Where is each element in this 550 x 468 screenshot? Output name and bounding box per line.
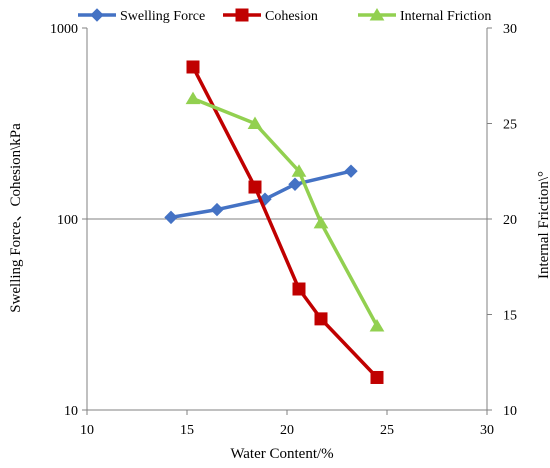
x-tick-label: 15 xyxy=(180,423,194,438)
y2-tick-label: 15 xyxy=(503,309,517,324)
x-tick-label: 20 xyxy=(280,423,294,438)
y2-tick-label: 25 xyxy=(503,118,517,133)
y-axis-title: Swelling Force、Cohesion\kPa xyxy=(8,123,24,313)
legend-label: Internal Friction xyxy=(400,9,491,24)
cohesion-point xyxy=(248,180,262,194)
x-axis-ticks: 10 15 20 25 30 xyxy=(80,410,494,438)
series-internal-friction xyxy=(185,91,385,332)
cohesion-line xyxy=(191,66,379,379)
swelling-force-point xyxy=(210,202,224,217)
swelling-force-point xyxy=(288,177,302,191)
y-tick-label: 100 xyxy=(57,213,78,228)
y-axis-ticks: 10 100 1000 xyxy=(50,22,87,419)
x-axis-title: Water Content/% xyxy=(230,446,333,462)
y2-tick-label: 30 xyxy=(503,22,517,37)
legend: Swelling Force Cohesion Internal Friction xyxy=(78,8,491,24)
y2-tick-label: 20 xyxy=(503,213,517,228)
swelling-force-point xyxy=(344,164,358,178)
x-tick-label: 10 xyxy=(80,423,94,438)
series-layer xyxy=(164,60,385,384)
legend-item-swelling-force: Swelling Force xyxy=(78,8,205,24)
x-tick-label: 30 xyxy=(480,423,494,438)
series-swelling-force xyxy=(164,164,358,225)
legend-swatch-marker xyxy=(235,8,249,22)
y-tick-label: 10 xyxy=(64,404,78,419)
swelling-force-line xyxy=(170,169,352,220)
y2-tick-label: 10 xyxy=(503,404,517,419)
cohesion-point xyxy=(314,312,328,326)
legend-swatch-marker xyxy=(90,8,104,22)
series-cohesion xyxy=(186,60,384,384)
y2-axis-ticks: 10 15 20 25 30 xyxy=(487,22,517,419)
internal-friction-point xyxy=(369,318,385,332)
legend-swatch-marker xyxy=(369,8,385,21)
legend-item-internal-friction: Internal Friction xyxy=(358,8,491,24)
cohesion-point xyxy=(292,282,306,296)
y2-axis-title: Internal Friction\° xyxy=(536,171,550,279)
legend-label: Swelling Force xyxy=(120,9,205,24)
internal-friction-point xyxy=(313,215,329,229)
legend-label: Cohesion xyxy=(265,9,318,24)
plot-area xyxy=(86,28,488,411)
internal-friction-point xyxy=(185,91,201,105)
internal-friction-point xyxy=(247,116,263,129)
cohesion-point xyxy=(370,370,384,384)
internal-friction-point xyxy=(291,164,307,177)
legend-item-cohesion: Cohesion xyxy=(223,8,318,24)
cohesion-point xyxy=(186,60,200,74)
y-tick-label: 1000 xyxy=(50,22,78,37)
swelling-force-point xyxy=(164,210,178,225)
x-tick-label: 25 xyxy=(380,423,394,438)
